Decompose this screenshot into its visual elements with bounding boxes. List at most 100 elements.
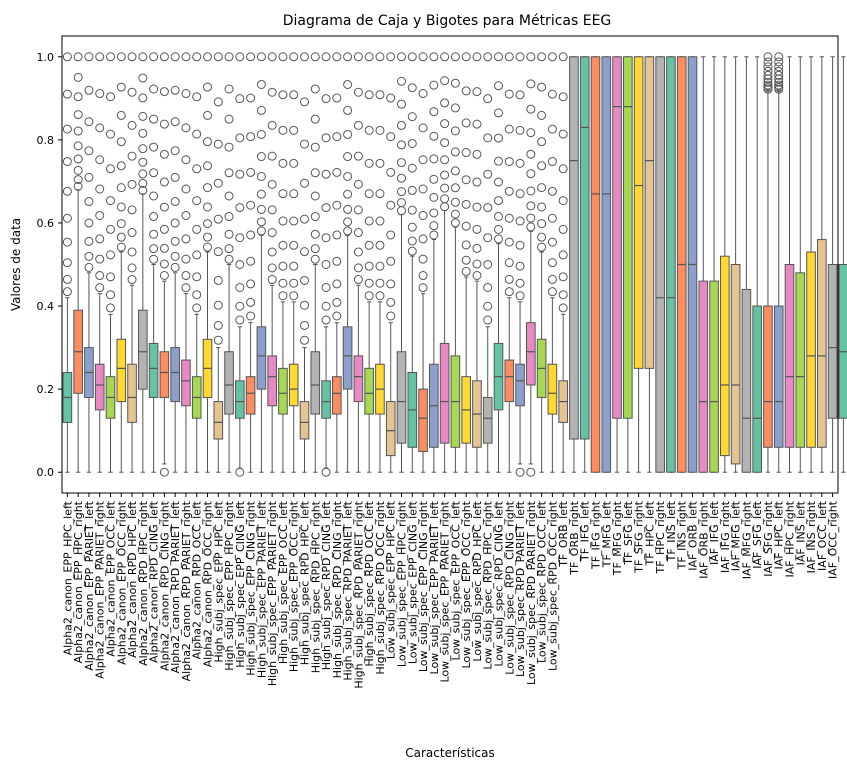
x-tick-label: Alpha2_canon_EPP_PARIET_right xyxy=(94,500,107,678)
outliers xyxy=(321,52,331,477)
outlier-point xyxy=(483,52,493,62)
outlier-point xyxy=(84,262,94,272)
outlier-point xyxy=(332,200,342,210)
outlier-point xyxy=(450,52,460,62)
outlier-point xyxy=(106,129,115,139)
outliers xyxy=(504,52,514,297)
outlier-point xyxy=(375,189,385,199)
y-axis: 0.0 0.2 0.4 0.6 0.8 1.0 xyxy=(37,51,62,479)
plot-frame xyxy=(61,35,839,494)
outlier-point xyxy=(537,242,547,252)
outlier-point xyxy=(774,52,784,62)
outlier-point xyxy=(558,196,568,206)
outlier-point xyxy=(763,80,773,90)
outliers xyxy=(375,52,385,301)
outlier-point xyxy=(774,70,784,80)
outlier-point xyxy=(246,256,256,266)
outlier-point xyxy=(450,183,460,193)
outlier-point xyxy=(397,206,406,216)
outlier-point xyxy=(310,168,320,178)
outlier-point xyxy=(235,301,245,311)
box-IAF_HPC_right xyxy=(784,56,795,473)
box-iqr xyxy=(299,401,310,440)
outlier-point xyxy=(386,132,396,142)
x-tick-label: TF_INS_right xyxy=(676,500,689,570)
outlier-point xyxy=(386,297,396,307)
box-iqr xyxy=(278,367,288,415)
outlier-point xyxy=(461,240,471,250)
box-iqr xyxy=(396,351,407,444)
outlier-point xyxy=(116,110,126,120)
outlier-point xyxy=(300,275,309,285)
outlier-point xyxy=(763,77,773,87)
outliers xyxy=(192,52,202,313)
outlier-point xyxy=(558,224,568,234)
box-iqr xyxy=(310,351,321,415)
outliers xyxy=(483,52,493,325)
outlier-point xyxy=(558,129,568,139)
outlier-point xyxy=(494,177,503,187)
outlier-point xyxy=(774,77,784,87)
outlier-point xyxy=(407,222,417,232)
outlier-point xyxy=(494,234,503,244)
outlier-point xyxy=(181,89,191,99)
outlier-point xyxy=(138,169,148,179)
box-iqr xyxy=(526,322,536,386)
outlier-point xyxy=(235,169,245,179)
outlier-point xyxy=(364,125,374,135)
outlier-point xyxy=(235,259,245,269)
outlier-point xyxy=(397,52,406,62)
box-TF_INS_right xyxy=(676,56,687,473)
outliers xyxy=(472,52,482,280)
outlier-point xyxy=(407,83,417,93)
outlier-point xyxy=(224,84,234,94)
outlier-point xyxy=(558,164,568,174)
outlier-point xyxy=(504,89,514,99)
x-tick-label: High_subj_spec_EPP_OCC_left xyxy=(277,500,290,664)
outlier-point xyxy=(127,228,137,238)
box-iqr xyxy=(644,56,655,369)
outliers xyxy=(181,52,191,293)
outlier-point xyxy=(364,291,374,301)
outlier-point xyxy=(429,221,439,231)
outlier-point xyxy=(127,52,137,62)
outlier-point xyxy=(213,275,223,285)
outlier-point xyxy=(321,169,331,179)
outlier-point xyxy=(321,259,331,269)
box-iqr xyxy=(256,326,267,390)
box-iqr xyxy=(94,363,105,411)
box-Alpha2_canon_EPP_PARIET_left xyxy=(84,52,94,473)
outlier-point xyxy=(537,232,547,242)
outlier-point xyxy=(106,164,115,174)
outlier-point xyxy=(213,320,223,330)
box-Alpha2_canon_RPD_PARIET_right xyxy=(181,52,191,473)
x-tick-label: High_subj_spec_EPP_CING_left xyxy=(234,500,247,667)
x-tick-label: High_subj_spec_RPD_OCC_right xyxy=(374,500,387,674)
outlier-point xyxy=(418,155,428,165)
outliers xyxy=(397,52,406,216)
outlier-point xyxy=(267,275,277,285)
box-TF_SFG_left xyxy=(623,56,633,473)
outlier-point xyxy=(429,192,439,202)
outlier-point xyxy=(321,94,331,104)
outlier-point xyxy=(267,179,277,189)
outlier-point xyxy=(353,247,363,257)
outlier-point xyxy=(343,171,353,181)
outlier-point xyxy=(300,97,309,107)
outlier-point xyxy=(224,254,234,264)
outlier-point xyxy=(246,167,256,177)
outliers xyxy=(267,52,277,285)
outlier-point xyxy=(774,62,784,72)
outlier-point xyxy=(106,52,115,62)
box-Alpha2_canon_RPD_PARIET_left xyxy=(170,52,180,473)
outlier-point xyxy=(138,93,148,103)
outlier-point xyxy=(310,244,320,254)
x-tick-label: IAF_HPC_left xyxy=(773,500,786,569)
x-tick-label: TF_SFG_left xyxy=(622,500,635,565)
outlier-point xyxy=(774,80,784,90)
outlier-point xyxy=(95,123,105,133)
outlier-point xyxy=(181,254,191,264)
x-tick-label: TF_INS_left xyxy=(665,500,678,562)
outlier-point xyxy=(397,187,406,197)
x-tick-label: High_subj_spec_EPP_PARIET_right xyxy=(266,500,279,686)
